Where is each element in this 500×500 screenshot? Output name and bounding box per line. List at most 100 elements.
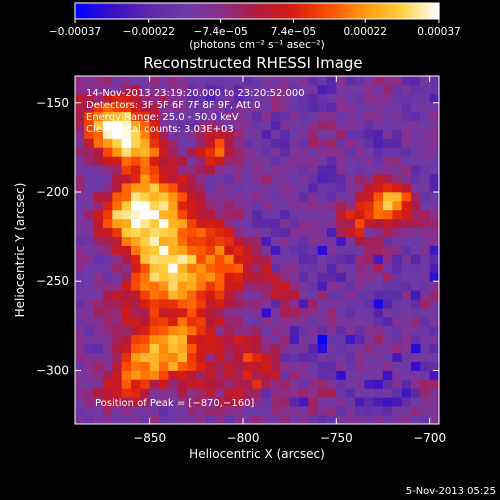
heatmap-cell <box>131 129 141 139</box>
heatmap-cell <box>168 236 179 246</box>
heatmap-cell <box>401 227 412 238</box>
heatmap-cell <box>103 263 113 273</box>
heatmap-cell <box>401 183 412 193</box>
heatmap-cell <box>317 192 328 202</box>
heatmap-cell <box>224 352 235 362</box>
heatmap-cell <box>308 236 319 246</box>
heatmap-cell <box>383 165 393 175</box>
colorbar-tick-label: 0.00037 <box>417 26 460 38</box>
heatmap-cell <box>383 120 393 130</box>
heatmap-cell <box>355 316 365 327</box>
heatmap-cell <box>327 343 337 354</box>
heatmap-cell <box>401 245 412 255</box>
colorbar-cell <box>97 3 100 19</box>
heatmap-cell <box>327 192 337 202</box>
heatmap-cell <box>383 263 393 273</box>
colorbar-cell <box>407 3 410 19</box>
heatmap-cell <box>411 111 421 122</box>
heatmap-cell <box>177 254 188 264</box>
heatmap-cell <box>112 415 123 424</box>
heatmap-cell <box>280 218 291 229</box>
heatmap-cell <box>196 236 207 246</box>
heatmap-cell <box>373 325 384 336</box>
heatmap-cell <box>317 156 328 166</box>
heatmap-cell <box>401 209 412 220</box>
annotation-total-counts: Clean Total counts: 3.03E+03 <box>86 124 234 135</box>
heatmap-cell <box>233 200 244 211</box>
heatmap-cell <box>411 361 421 371</box>
heatmap-cell <box>299 316 309 327</box>
heatmap-cell <box>177 343 188 354</box>
heatmap-cell <box>317 84 328 95</box>
heatmap-cell <box>280 325 291 336</box>
heatmap-cell <box>401 406 412 416</box>
heatmap-cell <box>308 272 319 282</box>
heatmap-cell <box>289 120 300 130</box>
heatmap-cell <box>383 183 393 193</box>
heatmap-cell <box>420 334 431 345</box>
heatmap-cell <box>345 299 356 309</box>
heatmap-cell <box>401 93 412 104</box>
heatmap-cell <box>280 388 291 398</box>
heatmap-cell <box>345 379 356 389</box>
heatmap-cell <box>373 343 384 354</box>
heatmap-cell <box>168 120 179 130</box>
heatmap-cell <box>383 370 393 380</box>
heatmap-cell <box>75 129 85 139</box>
heatmap-cell <box>187 388 197 398</box>
heatmap-cell <box>243 84 253 95</box>
heatmap-cell <box>243 218 253 229</box>
heatmap-cell <box>224 183 235 193</box>
heatmap-cell <box>355 299 365 309</box>
heatmap-cell <box>187 370 197 380</box>
heatmap-cell <box>420 263 431 273</box>
heatmap-cell <box>289 290 300 300</box>
heatmap-cell <box>196 325 207 336</box>
heatmap-cell <box>131 84 141 95</box>
heatmap-cell <box>243 129 253 139</box>
heatmap-cell <box>103 209 113 220</box>
heatmap-cell <box>224 361 235 371</box>
heatmap-cell <box>401 156 412 166</box>
heatmap-cell <box>177 138 188 148</box>
heatmap-cell <box>252 129 263 139</box>
heatmap-cell <box>121 76 132 86</box>
heatmap-cell <box>168 102 179 113</box>
colorbar-cell <box>349 3 352 19</box>
heatmap-cell <box>103 174 113 184</box>
heatmap-cell <box>383 415 393 424</box>
heatmap-cell <box>411 254 421 264</box>
footer-timestamp: 5-Nov-2013 05:25 <box>406 486 496 497</box>
heatmap-cell <box>84 76 95 86</box>
heatmap-cell <box>224 76 235 86</box>
heatmap-cell <box>187 245 197 255</box>
heatmap-cell <box>215 406 225 416</box>
x-tick-label: −750 <box>320 431 353 445</box>
heatmap-cell <box>168 156 179 166</box>
heatmap-cell <box>205 325 216 336</box>
heatmap-cell <box>205 236 216 246</box>
heatmap-cell <box>84 370 95 380</box>
heatmap-cell <box>327 174 337 184</box>
heatmap-cell <box>149 343 160 354</box>
heatmap-cell <box>159 334 169 345</box>
colorbar-cell <box>89 3 92 19</box>
heatmap-cell <box>187 379 197 389</box>
colorbar-cell <box>181 3 184 19</box>
heatmap-cell <box>401 111 412 122</box>
heatmap-cell <box>327 129 337 139</box>
heatmap-cell <box>383 227 393 238</box>
heatmap-cell <box>149 299 160 309</box>
heatmap-cell <box>345 183 356 193</box>
heatmap-cell <box>289 76 300 86</box>
heatmap-cell <box>131 236 141 246</box>
heatmap-cell <box>140 379 151 389</box>
heatmap-cell <box>84 290 95 300</box>
heatmap-cell <box>93 281 104 291</box>
heatmap-cell <box>327 406 337 416</box>
heatmap-cell <box>392 174 403 184</box>
heatmap-cell <box>364 120 375 130</box>
heatmap-cell <box>364 102 375 113</box>
heatmap-cell <box>392 138 403 148</box>
